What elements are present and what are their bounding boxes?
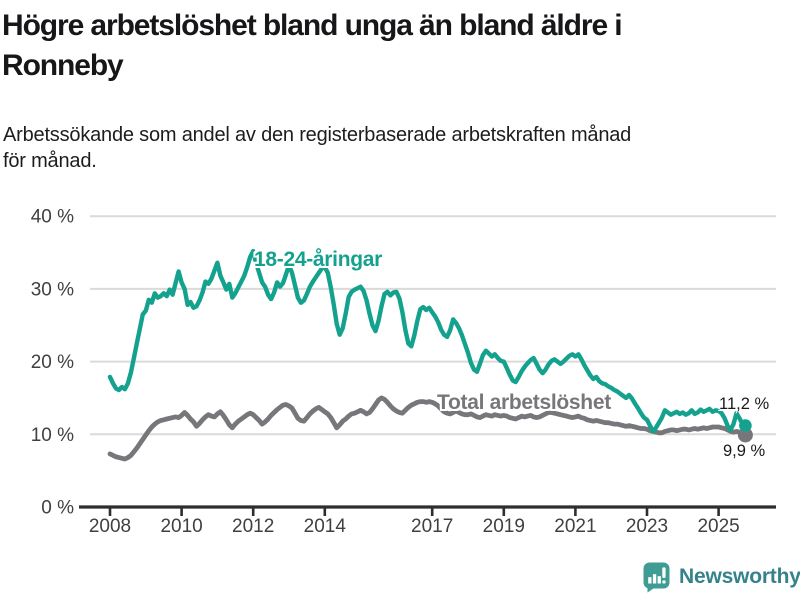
x-tick-label: 2023 — [626, 516, 668, 537]
newsworthy-logo: Newsworthy — [643, 562, 800, 593]
x-tick-label: 2008 — [89, 516, 131, 537]
series-label-total: Total arbetslöshet — [437, 391, 611, 414]
y-tick-label: 0 % — [41, 498, 74, 519]
newsworthy-wordmark: Newsworthy — [679, 565, 800, 588]
x-tick-label: 2021 — [554, 516, 596, 537]
y-tick-label: 30 % — [31, 279, 74, 300]
x-tick-label: 2012 — [232, 516, 274, 537]
newsworthy-icon — [643, 562, 670, 593]
y-tick-label: 40 % — [31, 207, 74, 228]
page-title-line1: Högre arbetslöshet bland unga än bland ä… — [2, 9, 623, 42]
x-tick-label: 2014 — [304, 516, 347, 537]
y-tick-label: 10 % — [31, 425, 74, 446]
chart-subtitle-line2: för månad. — [3, 150, 97, 172]
series-end-dot-0 — [739, 419, 752, 432]
chart-subtitle-line1: Arbetssökande som andel av den registerb… — [3, 124, 632, 146]
x-tick-label: 2019 — [483, 516, 525, 537]
chart-subtitle: Arbetssökande som andel av den registerb… — [3, 122, 743, 174]
series-end-dot-1 — [737, 427, 753, 443]
series-label-young: 18-24-åringar — [254, 248, 382, 271]
series-line-0 — [107, 248, 748, 434]
end-value-young: 11,2 % — [719, 395, 770, 413]
page-title: Högre arbetslöshet bland unga än bland ä… — [2, 6, 798, 86]
y-tick-label: 20 % — [31, 352, 74, 373]
x-tick-label: 2010 — [160, 516, 202, 537]
end-value-total: 9,9 % — [723, 442, 766, 460]
series-line-1 — [107, 395, 748, 462]
x-tick-label: 2017 — [411, 516, 453, 537]
x-tick-label: 2025 — [697, 516, 739, 537]
page-title-line2: Ronneby — [2, 49, 124, 82]
